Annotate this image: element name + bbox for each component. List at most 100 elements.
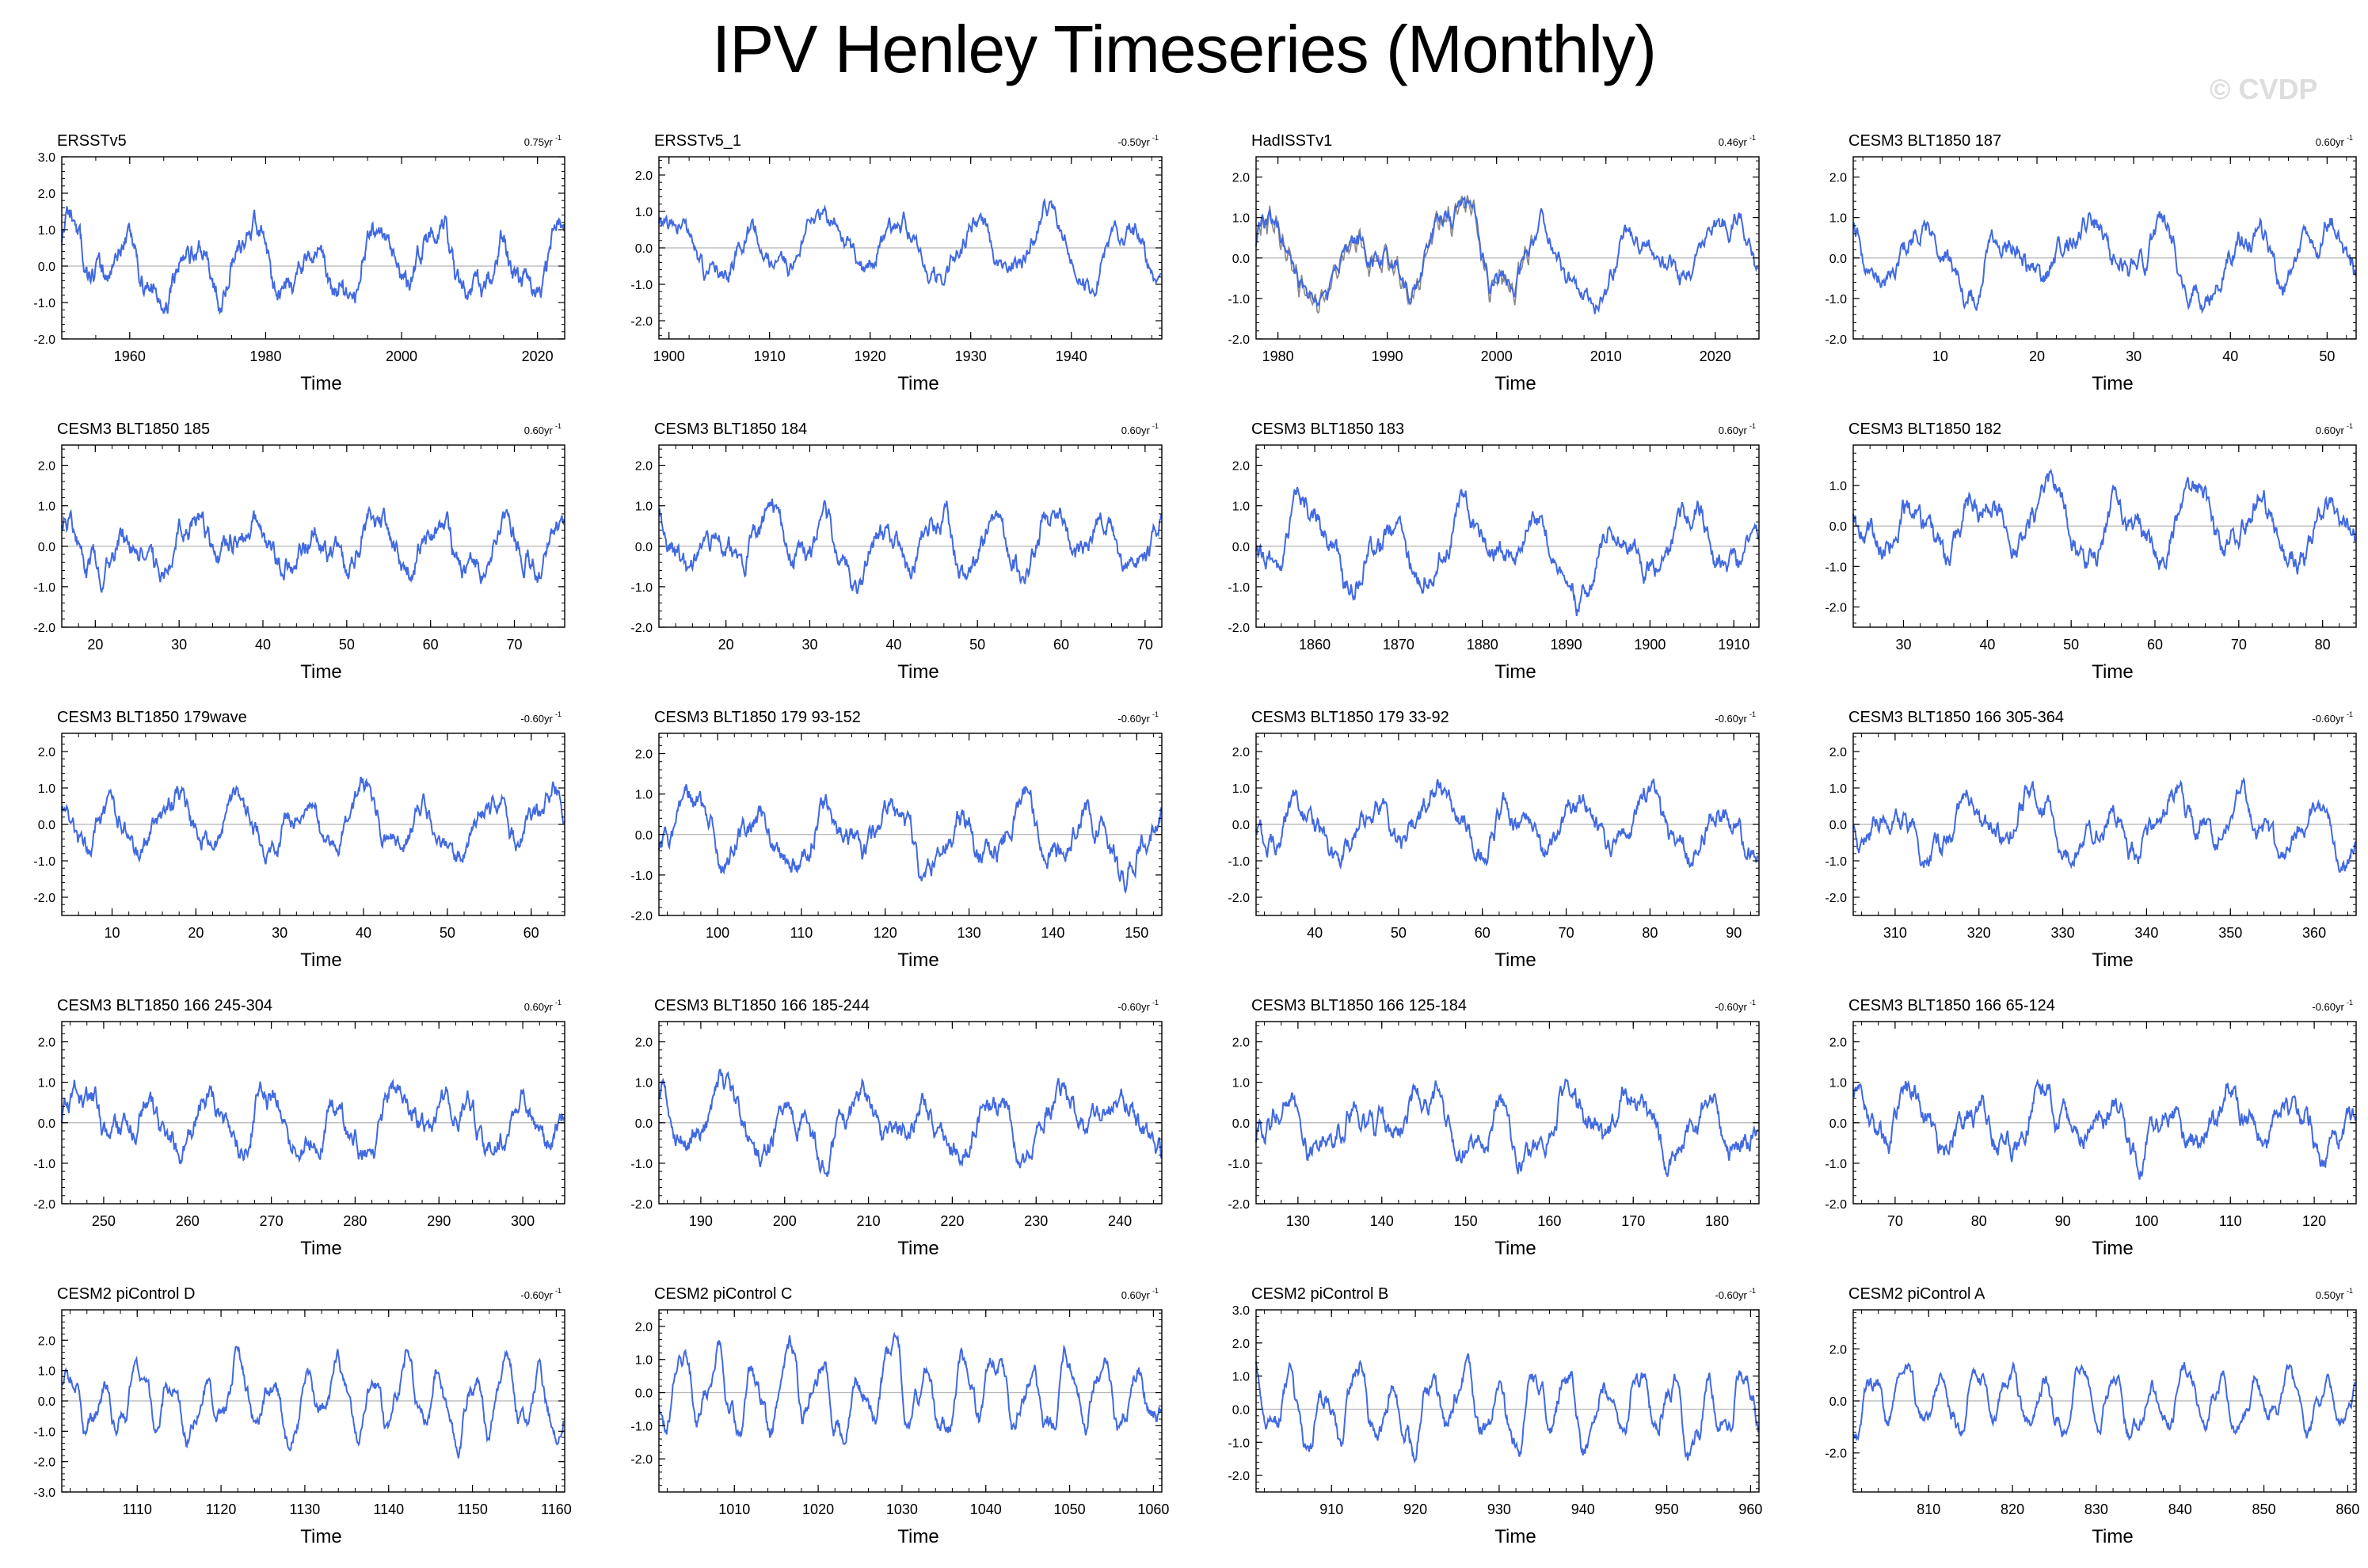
x-axis-label: Time bbox=[1494, 950, 1536, 971]
trend-unit: yr bbox=[544, 136, 554, 148]
y-tick-label: 1.0 bbox=[1232, 1077, 1250, 1090]
trend-exponent: -1 bbox=[1749, 1287, 1756, 1295]
panel-title: CESM2 piControl D bbox=[57, 1285, 196, 1303]
trend-value: 0.60 bbox=[524, 424, 544, 436]
x-tick-label: 220 bbox=[940, 1213, 964, 1229]
x-tick-label: 50 bbox=[1391, 925, 1407, 941]
x-tick-label: 1130 bbox=[290, 1501, 321, 1517]
panel-12: CESM3 BLT1850 166 305-364 -0.60 yr -1 -2.0 -1… bbox=[1825, 709, 2357, 971]
x-tick-label: 1150 bbox=[457, 1501, 488, 1517]
trend-value: 0.60 bbox=[2316, 424, 2336, 436]
y-tick-label: 1.0 bbox=[635, 1354, 653, 1368]
series-line bbox=[1255, 1078, 1759, 1178]
x-tick-label: 30 bbox=[2126, 348, 2141, 364]
y-tick-label: -1.0 bbox=[1825, 561, 1847, 574]
x-tick-label: 1110 bbox=[123, 1501, 152, 1517]
trend-value: -0.60 bbox=[1715, 1001, 1738, 1013]
y-tick-label: 0.0 bbox=[635, 541, 653, 554]
trend-exponent: -1 bbox=[2347, 1287, 2353, 1295]
x-tick-label: 340 bbox=[2134, 925, 2158, 941]
trend-value: 0.60 bbox=[524, 1001, 544, 1013]
x-tick-label: 270 bbox=[260, 1213, 284, 1229]
y-tick-label: -2.0 bbox=[1825, 892, 1847, 905]
x-tick-label: 80 bbox=[1971, 1213, 1987, 1229]
y-tick-label: 0.0 bbox=[1829, 1117, 1847, 1131]
x-tick-label: 860 bbox=[2336, 1501, 2359, 1517]
x-tick-label: 250 bbox=[92, 1213, 116, 1229]
panel-title: CESM3 BLT1850 166 65-124 bbox=[1848, 997, 2055, 1014]
x-tick-label: 1990 bbox=[1372, 348, 1403, 364]
y-tick-label: 2.0 bbox=[38, 188, 55, 201]
x-tick-label: 1140 bbox=[373, 1501, 404, 1517]
x-tick-label: 1900 bbox=[1634, 637, 1666, 653]
x-tick-label: 1860 bbox=[1299, 637, 1331, 653]
trend-exponent: -1 bbox=[2347, 710, 2353, 718]
trend-value: -0.60 bbox=[1715, 1289, 1738, 1301]
x-tick-label: 40 bbox=[255, 637, 271, 653]
trend-exponent: -1 bbox=[555, 1287, 562, 1295]
trend-unit: yr bbox=[2336, 136, 2345, 148]
plot-frame bbox=[658, 444, 1163, 628]
trend-unit: yr bbox=[1738, 1001, 1748, 1013]
x-tick-label: 280 bbox=[343, 1213, 367, 1229]
trend-value: -0.50 bbox=[1117, 136, 1141, 148]
trend-unit: yr bbox=[1738, 136, 1748, 148]
x-tick-label: 2000 bbox=[386, 348, 417, 364]
y-tick-label: -2.0 bbox=[1825, 601, 1847, 615]
trend-unit: yr bbox=[544, 1001, 554, 1013]
series-line bbox=[658, 498, 1163, 595]
x-tick-label: 40 bbox=[1979, 637, 1995, 653]
trend-value: 0.60 bbox=[1719, 424, 1738, 436]
trend-value: -0.60 bbox=[1715, 713, 1738, 725]
plot-frame bbox=[1852, 156, 2357, 340]
y-tick-label: 0.0 bbox=[38, 1117, 55, 1131]
x-tick-label: 90 bbox=[2055, 1213, 2071, 1229]
y-tick-label: 2.0 bbox=[38, 1334, 55, 1348]
y-tick-label: 2.0 bbox=[38, 1037, 55, 1050]
x-tick-label: 10 bbox=[1932, 348, 1948, 364]
y-tick-label: -2.0 bbox=[630, 1453, 653, 1467]
y-tick-label: 1.0 bbox=[1829, 1077, 1847, 1090]
x-axis-label: Time bbox=[897, 950, 938, 971]
y-tick-label: 1.0 bbox=[1232, 1371, 1250, 1384]
trend-unit: yr bbox=[1141, 713, 1151, 725]
y-tick-label: 1.0 bbox=[38, 224, 55, 238]
x-tick-label: 20 bbox=[188, 925, 204, 941]
panel-title: CESM3 BLT1850 185 bbox=[57, 421, 210, 438]
plot-frame bbox=[658, 1021, 1163, 1205]
y-tick-label: 0.0 bbox=[1829, 520, 1847, 534]
x-tick-label: 80 bbox=[2315, 637, 2331, 653]
trend-exponent: -1 bbox=[1749, 134, 1756, 142]
y-tick-label: 1.0 bbox=[1232, 212, 1250, 226]
trend-value: -0.60 bbox=[2312, 713, 2336, 725]
y-tick-label: 0.0 bbox=[635, 1117, 653, 1131]
trend-value: 0.60 bbox=[2316, 136, 2336, 148]
watermark: © CVDP bbox=[2210, 73, 2318, 105]
y-tick-label: -1.0 bbox=[1825, 293, 1847, 306]
y-tick-label: -2.0 bbox=[630, 910, 653, 923]
x-axis-label: Time bbox=[897, 1238, 938, 1259]
panel-14: CESM3 BLT1850 166 185-244 -0.60 yr -1 -2.0 -1… bbox=[630, 997, 1163, 1259]
series-line bbox=[1255, 1353, 1760, 1464]
y-tick-label: -2.0 bbox=[1228, 892, 1250, 905]
panel-8: CESM3 BLT1850 182 0.60 yr -1 -2.0 -1.0 0.0 1.0 3… bbox=[1825, 421, 2357, 683]
x-tick-label: 230 bbox=[1024, 1213, 1048, 1229]
series-line bbox=[61, 1345, 565, 1459]
panel-title: CESM2 piControl A bbox=[1848, 1285, 1985, 1303]
series-line bbox=[658, 1068, 1163, 1178]
x-tick-label: 2010 bbox=[1590, 348, 1622, 364]
plot-frame bbox=[61, 156, 565, 340]
panel-title: CESM3 BLT1850 183 bbox=[1251, 421, 1404, 438]
plot-frame bbox=[658, 1309, 1163, 1493]
trend-unit: yr bbox=[544, 713, 554, 725]
y-tick-label: -1.0 bbox=[630, 279, 653, 292]
y-tick-label: 0.0 bbox=[1232, 253, 1250, 266]
x-tick-label: 1910 bbox=[754, 348, 786, 364]
y-tick-label: 1.0 bbox=[38, 500, 55, 514]
x-tick-label: 200 bbox=[773, 1213, 797, 1229]
trend-value: 0.75 bbox=[524, 136, 544, 148]
x-tick-label: 960 bbox=[1738, 1501, 1762, 1517]
y-tick-label: 0.0 bbox=[635, 1387, 653, 1401]
y-tick-label: 0.0 bbox=[38, 819, 55, 832]
plot-frame bbox=[1255, 1309, 1760, 1493]
